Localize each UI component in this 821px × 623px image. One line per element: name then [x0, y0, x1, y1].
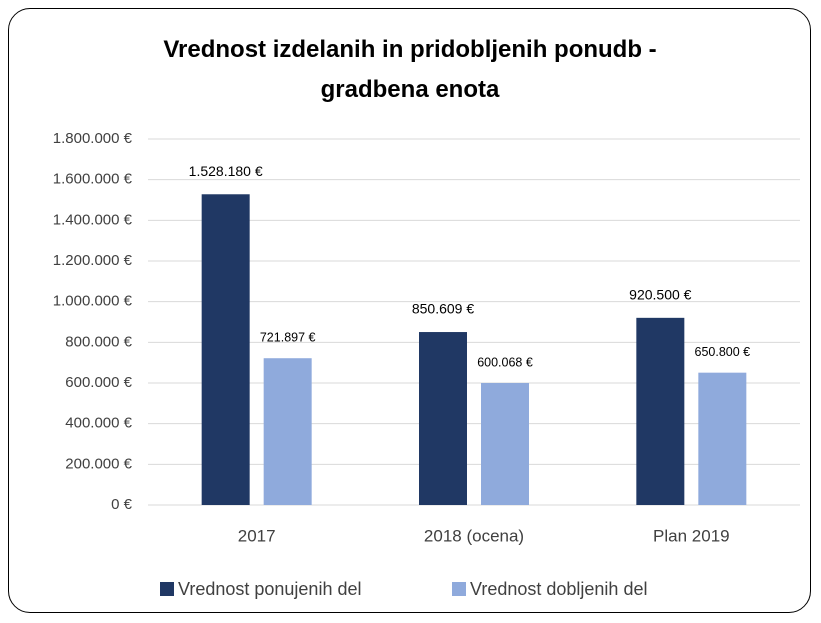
legend-label: Vrednost ponujenih del [178, 579, 361, 599]
y-tick-label: 200.000 € [65, 455, 132, 472]
x-tick-label: Plan 2019 [653, 526, 730, 545]
chart-title: Vrednost izdelanih in pridobljenih ponud… [163, 36, 657, 103]
y-tick-label: 600.000 € [65, 374, 132, 391]
bar [481, 382, 529, 505]
bar [201, 194, 250, 505]
data-label: 721.897 € [260, 331, 316, 345]
data-label: 650.800 € [695, 345, 751, 359]
y-tick-label: 1.800.000 € [53, 130, 133, 147]
bar [636, 317, 685, 505]
y-tick-label: 1.600.000 € [53, 171, 133, 188]
bar [698, 372, 747, 505]
data-label: 920.500 € [629, 287, 691, 303]
y-tick-label: 0 € [111, 496, 133, 513]
chart-frame [8, 8, 811, 613]
data-label: 850.609 € [412, 301, 474, 317]
x-tick-label: 2017 [238, 526, 276, 545]
legend-label: Vrednost dobljenih del [470, 579, 647, 599]
y-tick-label: 1.400.000 € [53, 211, 133, 228]
data-label: 1.528.180 € [189, 163, 263, 179]
data-label: 600.068 € [477, 355, 533, 369]
y-tick-label: 400.000 € [65, 415, 132, 432]
y-tick-label: 1.000.000 € [53, 293, 133, 310]
legend-swatch [160, 582, 174, 596]
bar [263, 358, 312, 505]
x-tick-label: 2018 (ocena) [424, 526, 524, 545]
y-tick-label: 800.000 € [65, 333, 132, 350]
legend-swatch [452, 582, 466, 596]
y-tick-label: 1.200.000 € [53, 252, 133, 269]
bar [419, 332, 467, 505]
